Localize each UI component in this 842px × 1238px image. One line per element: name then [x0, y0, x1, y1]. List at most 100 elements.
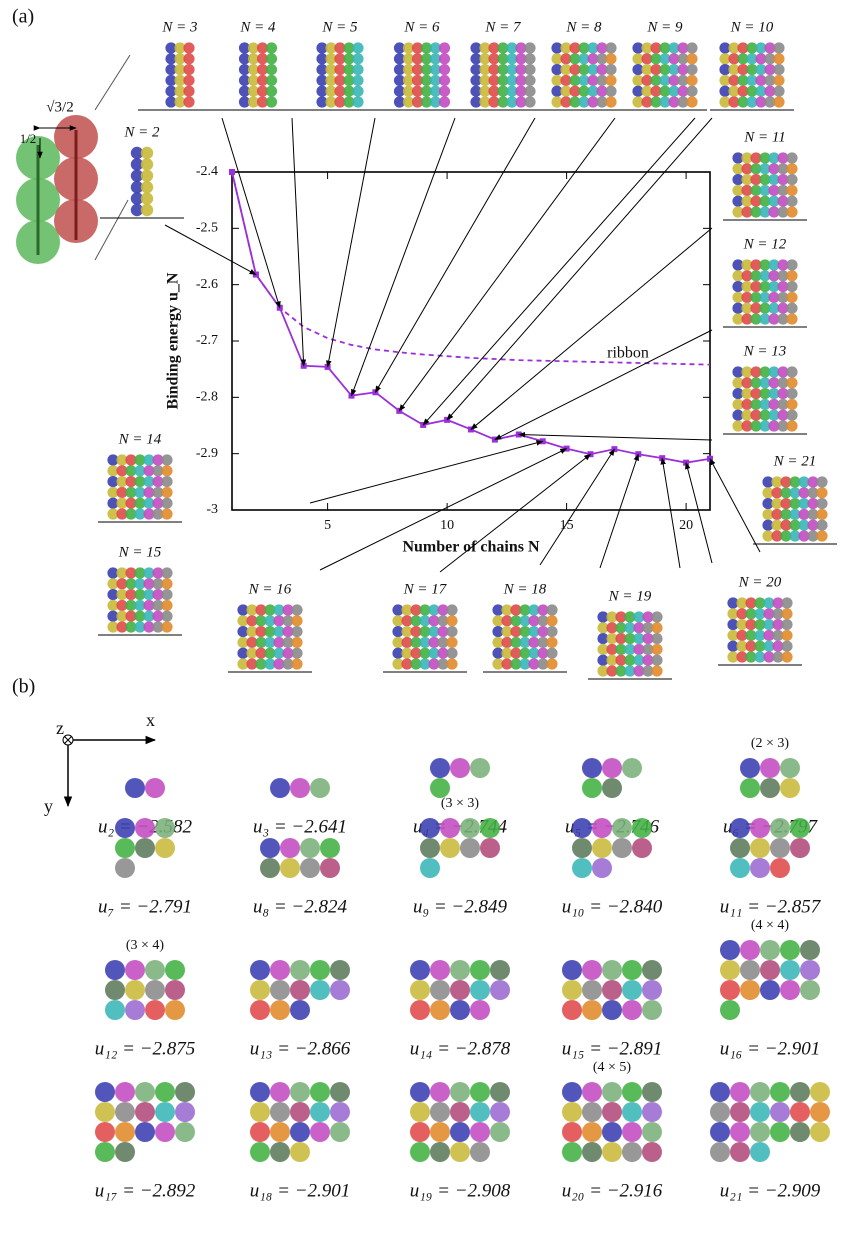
bead — [719, 42, 731, 54]
bead — [316, 53, 328, 65]
bead — [429, 85, 442, 97]
bead — [780, 940, 800, 960]
bead — [786, 409, 798, 421]
bead — [430, 1102, 450, 1122]
bead — [161, 476, 173, 488]
bead — [470, 74, 482, 86]
bead — [578, 64, 590, 76]
bead — [732, 398, 744, 410]
bead — [497, 96, 509, 108]
bead — [446, 647, 458, 659]
bead — [183, 42, 195, 54]
bead — [430, 1082, 450, 1102]
bead — [562, 960, 582, 980]
structure-image — [718, 597, 802, 666]
bead — [270, 960, 290, 980]
bead — [183, 96, 195, 108]
bead — [125, 578, 137, 590]
bead — [143, 465, 155, 477]
bead — [578, 85, 590, 97]
bead — [641, 64, 653, 76]
bead — [480, 818, 500, 838]
bead — [145, 960, 165, 980]
bead — [438, 42, 451, 54]
bead — [582, 1102, 602, 1122]
bead — [480, 838, 500, 858]
bead — [310, 1122, 330, 1142]
bead — [551, 53, 563, 65]
bead — [578, 53, 590, 65]
bead — [737, 96, 749, 108]
arrow — [518, 431, 713, 441]
bead — [290, 1102, 310, 1122]
bead — [470, 1102, 490, 1122]
bead — [265, 53, 278, 65]
bead — [780, 758, 800, 778]
structure-label: N = 11 — [743, 129, 786, 145]
bead — [446, 604, 458, 616]
bead — [650, 74, 662, 86]
structure-image — [710, 42, 794, 111]
bead — [741, 152, 753, 164]
bead — [741, 302, 753, 314]
bead — [777, 184, 789, 196]
bead — [768, 206, 780, 218]
bead — [479, 96, 491, 108]
bead — [450, 1082, 470, 1102]
bead — [728, 64, 740, 76]
arrow — [684, 462, 713, 564]
bead — [143, 497, 155, 509]
bead — [273, 626, 285, 638]
bead — [777, 163, 789, 175]
bead — [250, 1082, 270, 1102]
bead — [134, 476, 146, 488]
bead — [551, 96, 563, 108]
bead — [741, 195, 753, 207]
bead — [524, 64, 536, 76]
bead — [650, 53, 662, 65]
bead — [615, 611, 627, 623]
bead — [450, 1142, 470, 1162]
bead — [786, 366, 798, 378]
bead — [488, 53, 500, 65]
bead — [419, 636, 431, 648]
bead — [745, 629, 757, 641]
bead — [130, 181, 144, 194]
x-tick-label: 20 — [679, 518, 693, 533]
bead — [732, 291, 744, 303]
bead — [125, 486, 137, 498]
bead — [780, 508, 792, 520]
bead — [740, 940, 760, 960]
bead — [420, 74, 433, 86]
bead — [352, 85, 364, 97]
bead — [741, 313, 753, 325]
bead — [798, 498, 810, 510]
bead — [780, 778, 800, 798]
bead — [450, 1102, 470, 1122]
arrow — [374, 117, 536, 393]
energy-label: u₁₀ = −2.840 — [562, 896, 663, 917]
bead — [727, 619, 739, 631]
bead — [771, 498, 783, 510]
bead — [528, 604, 540, 616]
bead — [330, 960, 350, 980]
bead — [720, 960, 740, 980]
bead — [255, 658, 267, 670]
bead — [410, 1000, 430, 1020]
bead — [265, 64, 278, 76]
bead — [470, 960, 490, 980]
bead — [582, 1082, 602, 1102]
bead — [429, 64, 442, 76]
bead — [781, 629, 793, 641]
bead — [546, 647, 558, 659]
bead — [506, 96, 518, 108]
bead — [546, 658, 558, 670]
bead — [720, 1000, 740, 1020]
bead — [107, 465, 119, 477]
bead — [250, 980, 270, 1000]
bead — [273, 615, 285, 627]
bead — [237, 647, 249, 659]
bead — [777, 377, 789, 389]
bead — [410, 647, 422, 659]
bead — [470, 1082, 490, 1102]
